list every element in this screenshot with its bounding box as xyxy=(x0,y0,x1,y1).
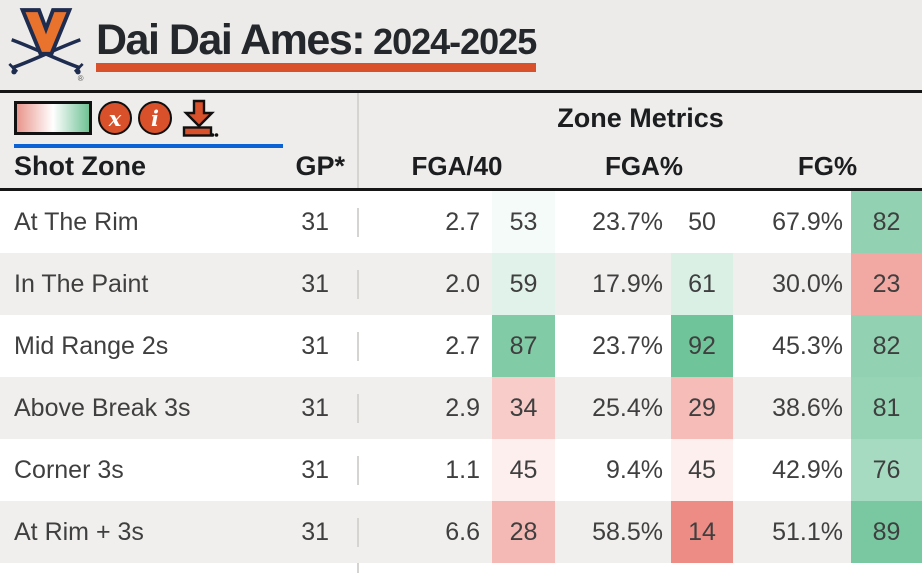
table-header-right: Zone Metrics FGA/40 FGA% FG% xyxy=(357,93,922,188)
table-body: At The Rim 31 2.7 53 23.7% 50 67.9% 82 I… xyxy=(0,191,922,573)
fga40-value: 2.9 xyxy=(357,393,492,423)
fgapct-rank: 29 xyxy=(671,377,733,439)
table-header: x i Shot Zone GP* Zone Metrics FGA/40 FG… xyxy=(0,90,922,191)
gp-cell: 31 xyxy=(301,331,329,360)
fgapct-value: 25.4% xyxy=(592,393,663,422)
svg-text:®: ® xyxy=(78,74,84,83)
column-header-fga40: FGA/40 xyxy=(411,151,503,181)
fgpct-rank: 82 xyxy=(851,191,922,253)
shot-zone-cell: Mid Range 2s xyxy=(14,331,169,360)
fgapct-rank: 14 xyxy=(671,501,733,563)
column-header-shot-zone: Shot Zone xyxy=(14,151,146,181)
fga40-value: 1.1 xyxy=(357,455,492,485)
gp-cell: 31 xyxy=(301,269,329,298)
table-row: Mid Range 2s 31 2.7 87 23.7% 92 45.3% 82 xyxy=(0,315,922,377)
gp-cell: 31 xyxy=(301,455,329,484)
table-row: Corner 3s 31 1.1 45 9.4% 45 42.9% 76 xyxy=(0,439,922,501)
percentile-gradient-legend xyxy=(14,101,92,135)
column-header-fgapct: FGA% xyxy=(605,151,683,181)
fga40-rank: 87 xyxy=(492,315,555,377)
fgpct-value: 30.0% xyxy=(772,269,843,298)
fgapct-rank: 61 xyxy=(671,253,733,315)
fgapct-value: 23.7% xyxy=(592,331,663,360)
page-title: Dai Dai Ames: 2024-2025 xyxy=(96,15,537,72)
shot-zone-cell: At Rim + 3s xyxy=(14,517,144,546)
table-row: Above Break 3s 31 2.9 34 25.4% 29 38.6% … xyxy=(0,377,922,439)
fgapct-value: 9.4% xyxy=(606,455,663,484)
fgapct-value: 58.5% xyxy=(592,517,663,546)
fgpct-value: 38.6% xyxy=(772,393,843,422)
shot-zone-cell: At The Rim xyxy=(14,207,139,236)
info-icon[interactable]: i xyxy=(138,101,172,135)
table-row: At The Rim 31 2.7 53 23.7% 50 67.9% 82 xyxy=(0,191,922,253)
shot-zone-cell: In The Paint xyxy=(14,269,149,298)
fgpct-rank: 89 xyxy=(851,501,922,563)
toolbar: x i xyxy=(14,99,357,137)
fgpct-rank: 81 xyxy=(851,377,922,439)
fgapct-rank: 45 xyxy=(671,439,733,501)
fga40-value: 6.6 xyxy=(357,517,492,547)
excel-export-icon[interactable]: x xyxy=(98,101,132,135)
fgapct-rank: 92 xyxy=(671,315,733,377)
fga40-value: 2.0 xyxy=(357,269,492,299)
virginia-cavaliers-logo: ® xyxy=(8,8,84,83)
fgpct-value: 45.3% xyxy=(772,331,843,360)
fga40-rank: 34 xyxy=(492,377,555,439)
fgpct-value: 42.9% xyxy=(772,455,843,484)
fgpct-rank: 76 xyxy=(851,439,922,501)
fga40-value: 2.7 xyxy=(357,331,492,361)
column-header-gp: GP* xyxy=(295,151,345,181)
fgapct-value: 23.7% xyxy=(592,207,663,236)
shot-zone-cell: Corner 3s xyxy=(14,455,124,484)
fga40-rank: 53 xyxy=(492,191,555,253)
fgapct-value: 17.9% xyxy=(592,269,663,298)
table-row: In The Paint 31 2.0 59 17.9% 61 30.0% 23 xyxy=(0,253,922,315)
season-label: 2024-2025 xyxy=(373,20,537,62)
gp-cell: 31 xyxy=(301,393,329,422)
fga40-rank: 28 xyxy=(492,501,555,563)
gp-cell: 31 xyxy=(301,517,329,546)
gp-cell: 31 xyxy=(301,207,329,236)
column-header-fgpct: FG% xyxy=(797,151,858,181)
fgpct-value: 51.1% xyxy=(772,517,843,546)
fgpct-value: 67.9% xyxy=(772,207,843,236)
page-header: ® Dai Dai Ames: 2024-2025 xyxy=(0,0,922,90)
fga40-rank: 59 xyxy=(492,253,555,315)
fgpct-rank: 23 xyxy=(851,253,922,315)
group-header-zone-metrics: Zone Metrics xyxy=(557,103,724,133)
fga40-rank: 45 xyxy=(492,439,555,501)
shot-zone-cell: Above Break 3s xyxy=(14,393,191,422)
fga40-value: 2.7 xyxy=(357,207,492,237)
fgpct-rank: 82 xyxy=(851,315,922,377)
download-icon[interactable] xyxy=(179,99,219,137)
active-tab-indicator xyxy=(14,144,283,148)
next-row-sliver xyxy=(0,563,922,573)
table-header-left: x i Shot Zone GP* xyxy=(0,93,357,188)
fgapct-rank: 50 xyxy=(671,191,733,253)
table-row: At Rim + 3s 31 6.6 28 58.5% 14 51.1% 89 xyxy=(0,501,922,563)
player-name: Dai Dai Ames: xyxy=(96,15,366,64)
